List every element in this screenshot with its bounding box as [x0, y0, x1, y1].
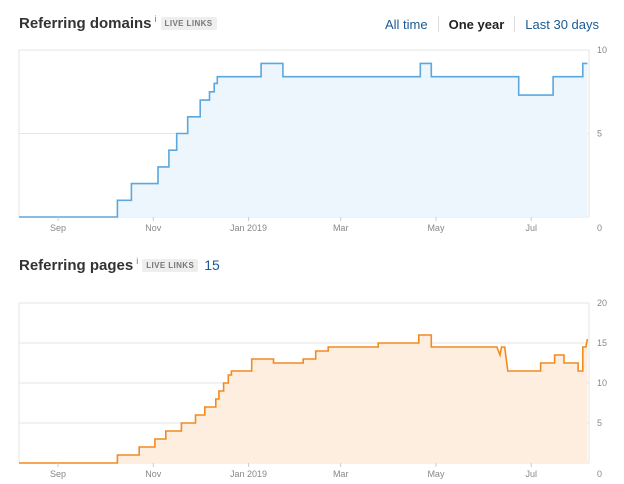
y-tick-label: 15 [597, 338, 607, 348]
live-links-badge: LIVE LINKS [142, 259, 199, 272]
x-tick-label: Jul [525, 469, 537, 479]
info-icon[interactable]: i [136, 256, 139, 266]
x-tick-label: Jan 2019 [230, 469, 267, 479]
x-tick-label: Sep [50, 223, 66, 233]
live-links-badge: LIVE LINKS [160, 17, 217, 30]
referring-domains-section: Referring domains i LIVE LINKS All time On… [0, 0, 624, 240]
x-tick-label: Nov [145, 223, 162, 233]
referring-pages-count: 15 [204, 257, 220, 273]
y-tick-label: 5 [597, 418, 602, 428]
x-tick-label: Jan 2019 [230, 223, 267, 233]
tab-divider [437, 16, 439, 32]
referring-domains-chart[interactable]: 0 5 10 Sep Nov Jan 2019 Mar May Jul [0, 40, 624, 240]
series-line [19, 334, 589, 464]
tab-divider [514, 16, 516, 32]
referring-pages-chart[interactable]: 0 5 10 15 20 Sep Nov Jan 2019 Mar May Jul [0, 292, 624, 484]
referring-pages-label: Referring pages [19, 257, 134, 274]
referring-domains-title: Referring domains i LIVE LINKS [19, 14, 217, 32]
y-tick-label: 10 [597, 378, 607, 388]
y-tick-label: 5 [597, 129, 602, 139]
x-tick-label: Mar [333, 223, 349, 233]
x-tick-label: Mar [333, 469, 349, 479]
series-area [19, 63, 588, 218]
x-tick-label: Sep [50, 469, 66, 479]
y-tick-label: 0 [597, 223, 602, 233]
series-area [19, 335, 588, 463]
date-range-tabs: All time One year Last 30 days [375, 16, 599, 32]
x-tick-label: May [427, 469, 445, 479]
referring-pages-title: Referring pages i LIVE LINKS 15 [19, 256, 220, 274]
x-tick-label: May [427, 223, 445, 233]
referring-pages-section: Referring pages i LIVE LINKS 15 0 5 10 15 20 Sep… [0, 246, 624, 484]
tab-all-time[interactable]: All time [385, 16, 428, 32]
info-icon[interactable]: i [154, 14, 157, 24]
referring-domains-label: Referring domains [19, 15, 152, 32]
tab-one-year[interactable]: One year [448, 16, 505, 32]
tab-last-30-days[interactable]: Last 30 days [525, 16, 599, 32]
y-tick-label: 0 [597, 469, 602, 479]
y-tick-label: 10 [597, 45, 607, 55]
y-tick-label: 20 [597, 298, 607, 308]
x-tick-label: Nov [145, 469, 162, 479]
series-line [19, 62, 588, 218]
x-tick-label: Jul [525, 223, 537, 233]
